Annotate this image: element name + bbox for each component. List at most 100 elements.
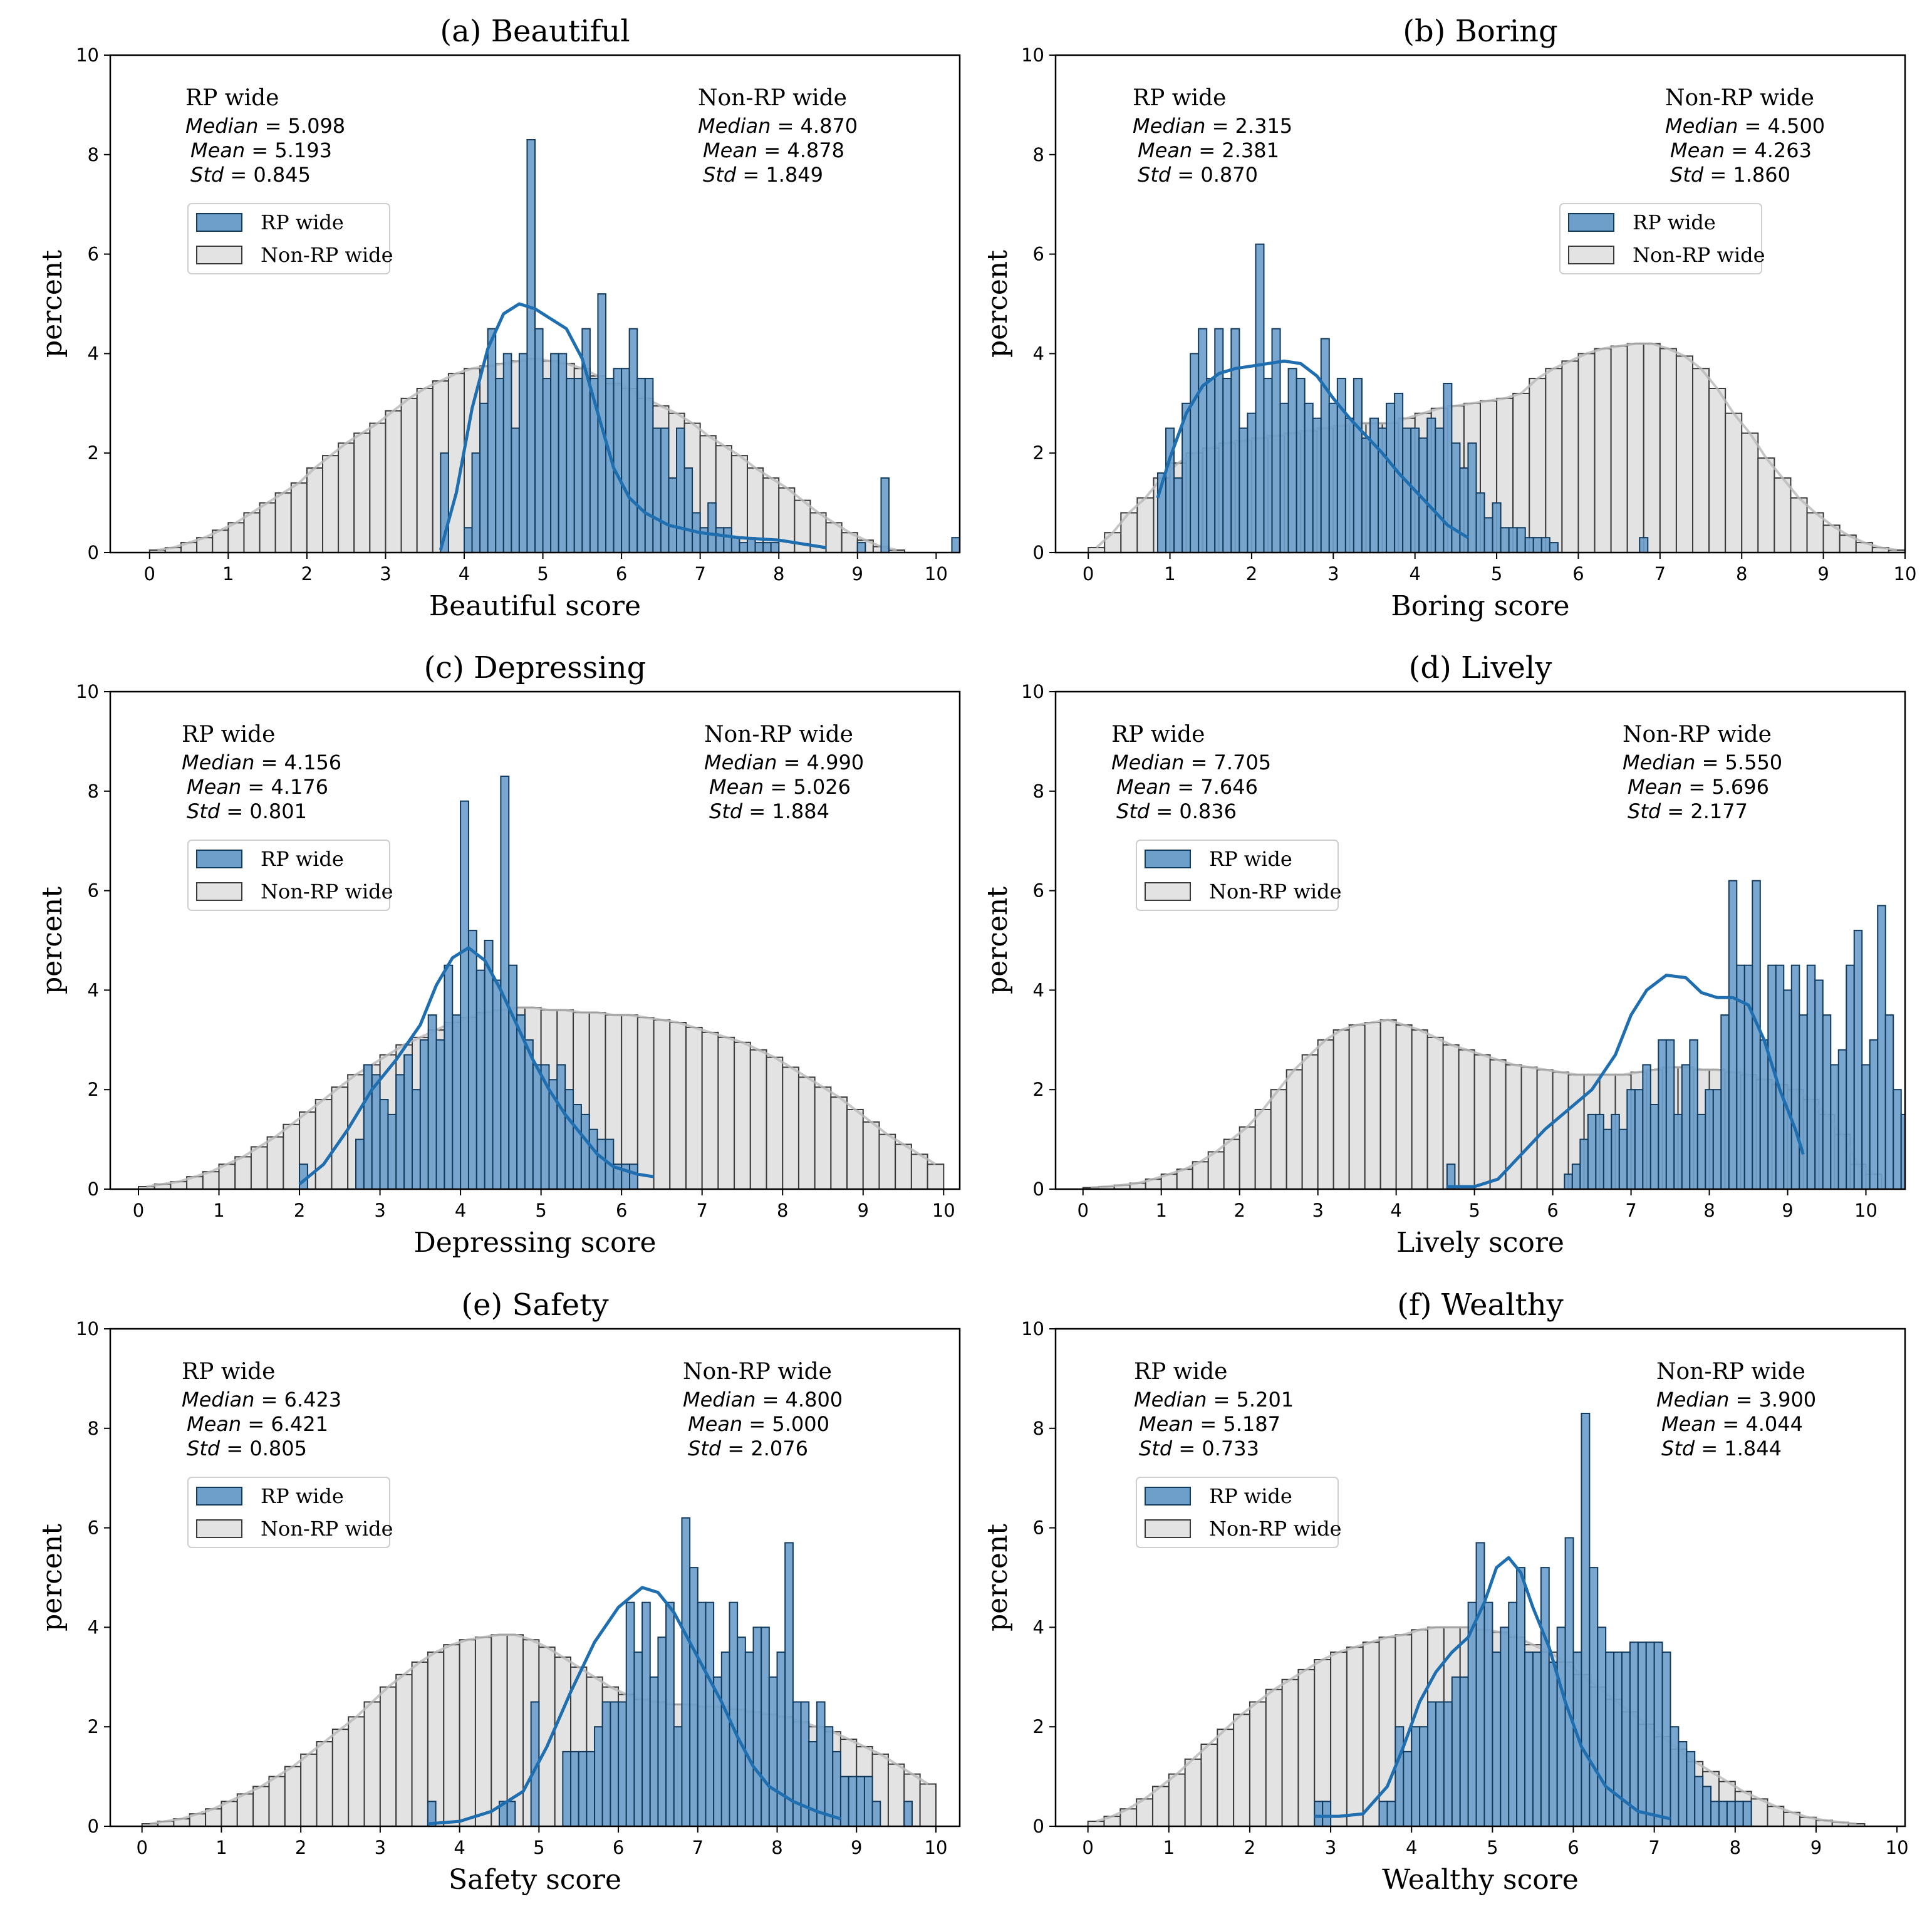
stat-header: RP wide xyxy=(182,1359,275,1385)
bar-rp xyxy=(487,328,497,553)
y-axis-label: percent xyxy=(982,250,1014,358)
bar-rp xyxy=(444,964,454,1189)
stat-name: Std xyxy=(1628,799,1661,823)
bar-rp xyxy=(1597,1626,1607,1826)
bar-non-rp xyxy=(669,1022,687,1189)
bar-non-rp xyxy=(274,492,292,553)
stat-value: = 4.176 xyxy=(241,775,328,799)
x-tick-label: 6 xyxy=(1547,1200,1558,1221)
stat-name: Median xyxy=(182,751,254,774)
stat-line: Std = 0.733 xyxy=(1139,1437,1259,1460)
y-tick-label: 10 xyxy=(76,1318,99,1339)
stat-name: Median xyxy=(1134,1388,1207,1412)
plot-frame xyxy=(109,1328,961,1828)
y-tick-label: 10 xyxy=(76,44,99,66)
bar-rp xyxy=(558,353,568,553)
bar-rp xyxy=(506,1801,516,1826)
bar-non-rp xyxy=(734,1041,751,1189)
bar-rp xyxy=(824,1726,834,1826)
stat-value: = 0.836 xyxy=(1150,799,1237,823)
x-tick-label: 7 xyxy=(1654,563,1666,585)
bar-non-rp xyxy=(236,1793,254,1826)
bar-rp xyxy=(427,1014,437,1189)
bar-rp xyxy=(1459,467,1469,553)
stat-name: Median xyxy=(1656,1388,1729,1412)
bar-rp xyxy=(1726,1801,1736,1826)
bar-non-rp xyxy=(1332,1029,1350,1189)
bar-non-rp xyxy=(1136,497,1155,553)
bar-rp xyxy=(1705,1089,1714,1189)
y-axis-label: percent xyxy=(982,1524,1014,1631)
stat-value: = 7.705 xyxy=(1184,751,1271,774)
bar-rp xyxy=(1386,402,1396,553)
bar-rp xyxy=(1645,1641,1655,1826)
bar-non-rp xyxy=(1847,1823,1866,1826)
bar-rp xyxy=(1190,353,1200,553)
bar-rp xyxy=(495,378,504,553)
legend: RP wide Non-RP wide xyxy=(187,203,393,274)
y-tick-label: 0 xyxy=(1033,542,1044,563)
bar-rp xyxy=(1500,527,1510,553)
x-tick-label: 0 xyxy=(1078,1200,1089,1221)
stat-value: = 6.421 xyxy=(241,1412,328,1436)
stat-value: = 4.044 xyxy=(1716,1412,1803,1436)
bar-rp xyxy=(419,1039,429,1189)
x-tick-label: 3 xyxy=(380,563,391,585)
bar-rp xyxy=(681,1517,691,1826)
bar-rp xyxy=(1861,1064,1871,1189)
stat-header: Non-RP wide xyxy=(1623,722,1772,747)
bar-non-rp xyxy=(621,1014,638,1189)
stat-name: Median xyxy=(182,1388,254,1412)
bar-non-rp xyxy=(846,1108,864,1189)
bar-rp xyxy=(403,1054,413,1189)
bar-non-rp xyxy=(348,1716,365,1826)
bar-rp xyxy=(411,1089,421,1189)
x-axis-label: Depressing score xyxy=(413,1227,656,1259)
bar-rp xyxy=(1524,537,1534,553)
legend: RP wide Non-RP wide xyxy=(1136,840,1342,911)
bar-non-rp xyxy=(1217,1729,1235,1826)
x-tick-label: 4 xyxy=(1409,563,1420,585)
x-tick-label: 5 xyxy=(1487,1837,1498,1858)
kde-line-rp xyxy=(439,302,826,551)
bar-rp xyxy=(1411,1726,1421,1826)
bar-non-rp xyxy=(1395,1024,1413,1189)
y-tick-label: 4 xyxy=(88,343,99,364)
x-tick-label: 1 xyxy=(1155,1200,1166,1221)
bar-non-rp xyxy=(369,422,387,553)
bar-rp xyxy=(629,1163,638,1189)
bar-rp xyxy=(1665,1039,1675,1189)
stat-line: Median = 4.870 xyxy=(698,114,858,138)
bar-rp xyxy=(484,940,494,1189)
bar-rp xyxy=(720,1651,730,1826)
stat-line: Median = 5.550 xyxy=(1623,751,1782,774)
bar-rp xyxy=(1173,477,1183,553)
bar-rp xyxy=(1492,1651,1502,1826)
stat-name: Mean xyxy=(709,775,764,799)
y-tick-label: 6 xyxy=(88,1517,99,1539)
bar-rp xyxy=(1742,1801,1752,1826)
bar-non-rp xyxy=(1774,477,1792,553)
bar-rp xyxy=(518,353,528,553)
stat-line: Mean = 5.026 xyxy=(709,775,851,799)
stat-value: = 1.860 xyxy=(1703,163,1790,187)
bar-rp xyxy=(1799,1014,1808,1189)
y-tick-label: 8 xyxy=(88,1418,99,1439)
x-tick-label: 6 xyxy=(1567,1837,1579,1858)
bar-rp xyxy=(1917,1149,1924,1189)
bar-rp xyxy=(1467,442,1477,553)
y-tick-label: 0 xyxy=(88,542,99,563)
bar-rp xyxy=(1653,1641,1663,1826)
stat-line: Median = 5.201 xyxy=(1134,1388,1294,1412)
stat-value: = 1.884 xyxy=(742,799,829,823)
bar-rp xyxy=(863,1776,873,1826)
x-tick-label: 2 xyxy=(1246,563,1257,585)
bar-rp xyxy=(1728,880,1738,1189)
y-tick-label: 2 xyxy=(88,1716,99,1737)
bar-rp xyxy=(1451,1676,1461,1826)
bar-non-rp xyxy=(1757,457,1775,553)
bar-non-rp xyxy=(1473,1054,1491,1189)
bar-non-rp xyxy=(1233,1714,1250,1826)
bar-non-rp xyxy=(1489,1059,1507,1189)
